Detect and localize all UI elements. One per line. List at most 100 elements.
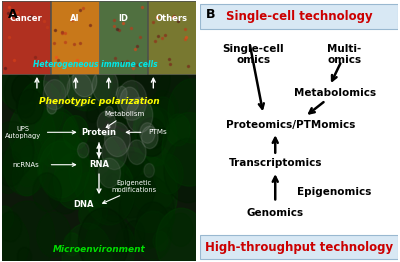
Circle shape xyxy=(84,158,135,225)
Circle shape xyxy=(72,64,97,97)
Circle shape xyxy=(67,73,92,107)
Circle shape xyxy=(12,157,41,196)
Circle shape xyxy=(47,101,57,114)
Circle shape xyxy=(95,170,134,222)
Text: Phenotypic polarization: Phenotypic polarization xyxy=(39,97,159,106)
Circle shape xyxy=(54,153,96,209)
Circle shape xyxy=(48,169,82,214)
Bar xyxy=(2,1,50,74)
Circle shape xyxy=(164,139,212,203)
Text: Genomics: Genomics xyxy=(247,208,304,218)
Circle shape xyxy=(105,106,113,117)
Circle shape xyxy=(0,121,34,179)
Circle shape xyxy=(4,70,37,114)
Circle shape xyxy=(52,139,71,166)
Text: Multi-
omics: Multi- omics xyxy=(328,44,362,65)
Circle shape xyxy=(142,126,158,149)
Circle shape xyxy=(124,221,145,249)
Circle shape xyxy=(16,157,38,187)
Circle shape xyxy=(126,144,178,213)
Circle shape xyxy=(92,68,118,103)
Circle shape xyxy=(135,211,172,260)
Circle shape xyxy=(136,202,170,247)
Circle shape xyxy=(154,155,183,194)
Bar xyxy=(148,1,196,74)
FancyBboxPatch shape xyxy=(200,4,398,29)
Circle shape xyxy=(116,229,134,253)
Circle shape xyxy=(17,247,32,262)
Circle shape xyxy=(108,84,129,111)
Text: Protein: Protein xyxy=(82,128,116,137)
Text: Metabolomics: Metabolomics xyxy=(294,88,376,99)
Circle shape xyxy=(106,174,120,192)
Circle shape xyxy=(108,129,123,150)
Text: B: B xyxy=(206,8,216,21)
Circle shape xyxy=(160,208,175,227)
Circle shape xyxy=(162,113,217,186)
Circle shape xyxy=(111,85,143,129)
Text: AI: AI xyxy=(70,14,80,23)
Text: Transcriptomics: Transcriptomics xyxy=(228,159,322,168)
Text: Single-cell technology: Single-cell technology xyxy=(226,10,372,23)
Circle shape xyxy=(106,152,156,218)
Circle shape xyxy=(62,223,112,262)
Circle shape xyxy=(42,73,61,99)
Circle shape xyxy=(106,132,144,183)
Circle shape xyxy=(80,193,107,229)
Text: High-throughput technology: High-throughput technology xyxy=(205,241,393,254)
Text: Epigenetic
modifications: Epigenetic modifications xyxy=(111,180,156,193)
Circle shape xyxy=(137,118,166,156)
Bar xyxy=(99,1,147,74)
Circle shape xyxy=(156,208,207,262)
Circle shape xyxy=(16,93,35,118)
Text: UPS
Autophagy: UPS Autophagy xyxy=(5,126,42,139)
Circle shape xyxy=(78,208,129,262)
FancyBboxPatch shape xyxy=(200,235,398,259)
Text: RNA: RNA xyxy=(89,160,109,169)
Circle shape xyxy=(51,79,64,96)
Circle shape xyxy=(39,141,82,198)
Circle shape xyxy=(0,214,29,262)
Bar xyxy=(50,1,99,74)
Text: DNA: DNA xyxy=(73,200,94,209)
Circle shape xyxy=(100,72,140,125)
Circle shape xyxy=(153,231,168,251)
Text: Epigenomics: Epigenomics xyxy=(298,187,372,197)
Circle shape xyxy=(0,201,55,262)
Circle shape xyxy=(0,165,19,194)
Circle shape xyxy=(38,132,90,201)
Circle shape xyxy=(60,40,113,111)
Circle shape xyxy=(168,213,193,247)
Text: A: A xyxy=(8,8,18,21)
Circle shape xyxy=(121,156,178,232)
Circle shape xyxy=(117,80,147,120)
Text: Others: Others xyxy=(156,14,188,23)
Text: ID: ID xyxy=(118,14,128,23)
Circle shape xyxy=(34,107,79,168)
Circle shape xyxy=(120,87,139,113)
Circle shape xyxy=(69,132,124,206)
Circle shape xyxy=(17,89,44,124)
Circle shape xyxy=(166,114,190,146)
Circle shape xyxy=(0,212,22,242)
Circle shape xyxy=(82,142,100,167)
Circle shape xyxy=(102,136,127,170)
Circle shape xyxy=(12,138,32,164)
Text: PTMs: PTMs xyxy=(148,129,166,135)
Circle shape xyxy=(33,173,62,211)
Circle shape xyxy=(0,206,14,230)
Circle shape xyxy=(133,105,165,148)
Circle shape xyxy=(18,80,63,141)
Circle shape xyxy=(51,66,76,100)
Circle shape xyxy=(128,140,146,165)
Circle shape xyxy=(119,175,174,249)
Circle shape xyxy=(116,86,127,101)
Circle shape xyxy=(43,80,66,110)
Text: Proteomics/PTMomics: Proteomics/PTMomics xyxy=(226,119,356,129)
Circle shape xyxy=(137,105,169,149)
Text: Single-cell
omics: Single-cell omics xyxy=(223,44,284,65)
Circle shape xyxy=(104,122,130,157)
Circle shape xyxy=(78,143,89,158)
Text: Heterogeneous immune cells: Heterogeneous immune cells xyxy=(33,60,158,69)
Circle shape xyxy=(86,106,99,122)
